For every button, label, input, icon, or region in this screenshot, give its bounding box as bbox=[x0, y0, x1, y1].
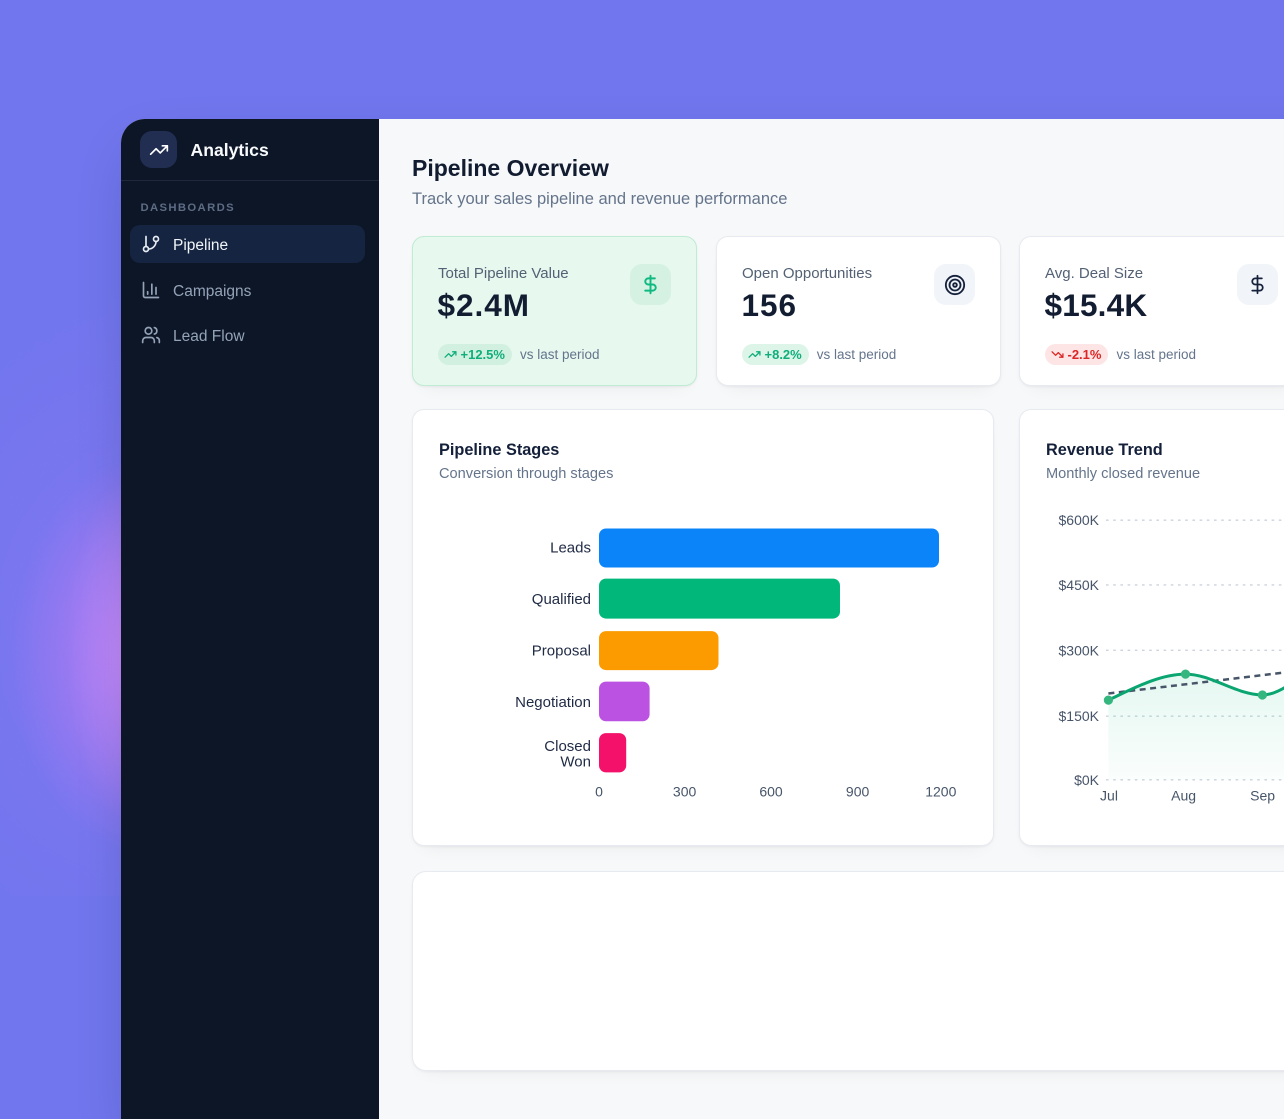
svg-text:$600K: $600K bbox=[1059, 512, 1100, 528]
svg-text:1200: 1200 bbox=[925, 784, 956, 800]
svg-text:$300K: $300K bbox=[1059, 642, 1100, 658]
svg-text:Aug: Aug bbox=[1171, 788, 1196, 804]
svg-text:$0K: $0K bbox=[1074, 772, 1100, 788]
svg-text:Closed: Closed bbox=[544, 738, 591, 755]
svg-text:Sep: Sep bbox=[1250, 788, 1275, 804]
svg-text:Jul: Jul bbox=[1100, 788, 1118, 804]
svg-text:Won: Won bbox=[560, 754, 591, 771]
svg-text:Negotiation: Negotiation bbox=[515, 694, 591, 711]
svg-text:Leads: Leads bbox=[550, 540, 591, 557]
svg-text:300: 300 bbox=[673, 784, 697, 800]
svg-text:$450K: $450K bbox=[1059, 577, 1100, 593]
svg-text:600: 600 bbox=[759, 784, 783, 800]
svg-text:0: 0 bbox=[595, 784, 603, 800]
svg-text:Proposal: Proposal bbox=[532, 643, 591, 660]
svg-text:900: 900 bbox=[846, 784, 870, 800]
svg-text:Qualified: Qualified bbox=[532, 591, 591, 608]
svg-text:$150K: $150K bbox=[1059, 708, 1100, 724]
